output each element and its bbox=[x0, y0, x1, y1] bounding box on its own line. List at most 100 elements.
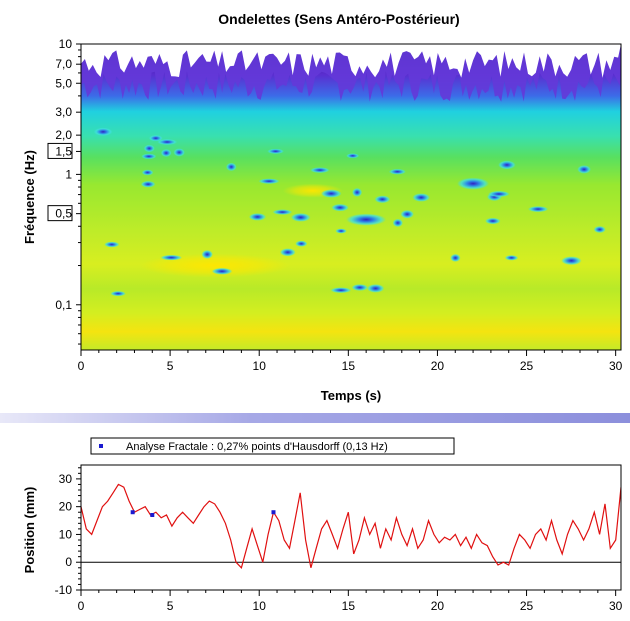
wavelet-dot bbox=[450, 253, 461, 262]
x-tick-label: 20 bbox=[431, 359, 445, 373]
scalogram-background bbox=[81, 44, 621, 350]
wavelet-dot bbox=[272, 209, 293, 215]
y-tick-label: 0,5 bbox=[55, 207, 72, 221]
position-plot-frame bbox=[80, 464, 622, 591]
wavelet-dot bbox=[577, 165, 591, 174]
wavelet-dot bbox=[488, 190, 510, 198]
wavelet-dot bbox=[504, 255, 519, 261]
y-tick-marker-box bbox=[47, 205, 73, 222]
wavelet-dot bbox=[110, 290, 126, 297]
position-y-axis: 30 20 10 0 -10 bbox=[55, 467, 81, 597]
position-x-axis: 0 5 10 15 20 25 30 bbox=[78, 590, 623, 613]
scalogram-plot-frame bbox=[80, 43, 622, 351]
wavelet-dot bbox=[93, 127, 113, 136]
y-tick-label: 10 bbox=[59, 37, 73, 51]
wavelet-dot bbox=[485, 217, 501, 225]
section-divider bbox=[0, 413, 630, 423]
wavelet-dot bbox=[140, 180, 156, 188]
legend-label: Analyse Fractale : 0,27% points d'Hausdo… bbox=[126, 441, 388, 453]
x-tick-label: 0 bbox=[78, 359, 85, 373]
scalogram-spots bbox=[93, 127, 606, 297]
wavelet-dot bbox=[593, 225, 606, 234]
scalogram-title: Ondelettes (Sens Antéro-Postérieur) bbox=[218, 11, 459, 27]
y-tick-label: -10 bbox=[55, 583, 73, 597]
x-tick-label: 30 bbox=[609, 359, 623, 373]
wavelet-dot bbox=[160, 254, 183, 261]
wavelet-dot bbox=[211, 267, 233, 275]
scalogram-high-frequency-region bbox=[81, 44, 621, 102]
wavelet-dot bbox=[104, 241, 120, 248]
wavelet-dot bbox=[148, 135, 163, 142]
x-tick-label: 30 bbox=[609, 599, 623, 613]
hausdorff-points bbox=[130, 510, 276, 517]
y-tick-label: 10 bbox=[59, 527, 73, 541]
wavelet-dot bbox=[388, 168, 406, 175]
x-tick-label: 15 bbox=[342, 359, 356, 373]
x-tick-label: 15 bbox=[342, 599, 356, 613]
heat-spot-low bbox=[457, 177, 490, 190]
wavelet-dot bbox=[561, 256, 582, 266]
wavelet-dot bbox=[351, 284, 369, 291]
wavelet-dot bbox=[157, 138, 178, 146]
y-tick-label: 2,0 bbox=[55, 128, 72, 142]
wavelet-dot bbox=[366, 284, 385, 293]
hausdorff-point bbox=[150, 513, 155, 517]
x-tick-label: 25 bbox=[520, 599, 534, 613]
y-tick-label: 3,0 bbox=[55, 105, 72, 119]
legend-box bbox=[90, 437, 455, 455]
wavelet-dot bbox=[143, 144, 155, 153]
legend: Analyse Fractale : 0,27% points d'Hausdo… bbox=[90, 437, 455, 455]
position-y-axis-label: Position (mm) bbox=[22, 487, 37, 574]
hausdorff-point bbox=[130, 510, 135, 515]
y-tick-label: 0 bbox=[65, 555, 72, 569]
wavelet-dot bbox=[400, 209, 414, 219]
wavelet-dot bbox=[412, 193, 431, 202]
x-tick-label: 10 bbox=[253, 599, 267, 613]
position-plot-area bbox=[81, 483, 621, 569]
white-region bbox=[81, 44, 621, 78]
x-tick-label: 5 bbox=[167, 599, 174, 613]
scalogram-x-axis: 0 5 10 15 20 25 30 bbox=[78, 350, 623, 373]
x-tick-label: 0 bbox=[78, 599, 85, 613]
wavelet-dot bbox=[392, 218, 403, 228]
wavelet-dot bbox=[201, 249, 213, 259]
x-tick-label: 20 bbox=[431, 599, 445, 613]
y-tick-marker-box bbox=[47, 142, 73, 159]
wavelet-dot bbox=[267, 148, 284, 154]
x-tick-label: 25 bbox=[520, 359, 534, 373]
wavelet-dot bbox=[173, 148, 185, 157]
wavelet-dot bbox=[295, 240, 308, 247]
scalogram-y-axis: 10 7,0 5,0 3,0 2,0 1,5 1 0,5 0,1 bbox=[47, 37, 81, 345]
x-tick-label: 10 bbox=[253, 359, 267, 373]
wavelet-dot bbox=[225, 162, 237, 172]
wavelet-dot bbox=[160, 148, 172, 158]
wavelet-dot bbox=[352, 187, 363, 197]
scalogram-plot-area bbox=[81, 44, 621, 350]
wavelet-dot bbox=[330, 287, 352, 294]
wavelet-dot bbox=[258, 178, 280, 184]
y-tick-label: 0,1 bbox=[55, 298, 72, 312]
position-series-line bbox=[81, 483, 621, 569]
wavelet-dot bbox=[310, 167, 330, 174]
y-tick-label: 1 bbox=[65, 167, 72, 181]
wavelet-dot bbox=[290, 213, 311, 222]
y-tick-label: 30 bbox=[59, 472, 73, 486]
heat-spot-low bbox=[346, 213, 387, 226]
wavelet-dot bbox=[141, 153, 157, 160]
y-tick-label: 7,0 bbox=[55, 57, 72, 71]
wavelet-dot bbox=[527, 206, 549, 213]
wavelet-dot bbox=[331, 203, 349, 212]
legend-marker bbox=[99, 444, 103, 448]
scalogram-x-axis-label: Temps (s) bbox=[321, 388, 381, 403]
wavelet-dot bbox=[320, 189, 342, 198]
wavelet-dot bbox=[248, 213, 267, 221]
y-tick-label: 20 bbox=[59, 500, 73, 514]
wavelet-dot bbox=[374, 195, 391, 204]
y-tick-label: 5,0 bbox=[55, 76, 72, 90]
scalogram-y-axis-label: Fréquence (Hz) bbox=[22, 150, 37, 244]
wavelet-dot bbox=[279, 248, 296, 257]
y-tick-label: 1,5 bbox=[55, 144, 72, 158]
wavelet-dot bbox=[141, 169, 154, 176]
wavelet-dot bbox=[346, 153, 360, 159]
